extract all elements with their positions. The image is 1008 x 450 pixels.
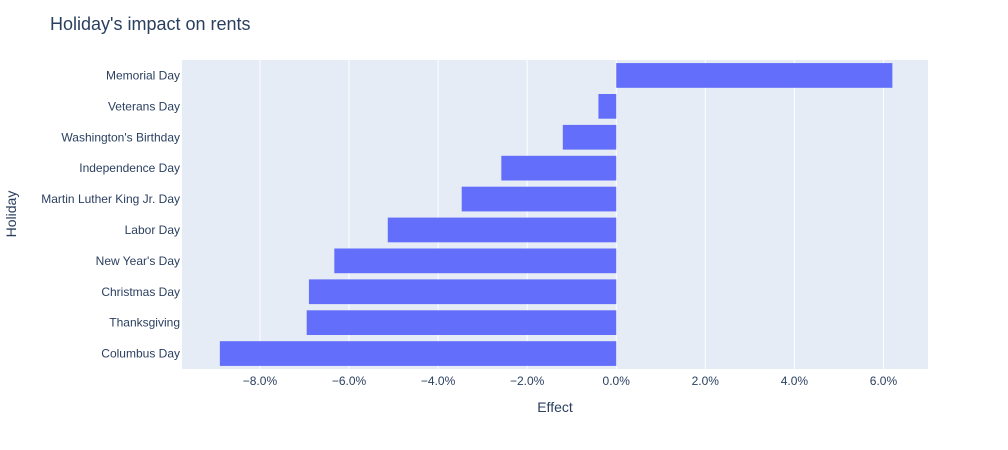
bar	[598, 93, 617, 119]
x-axis-title: Effect	[537, 399, 573, 415]
bar	[306, 310, 617, 336]
x-tick-label: 0.0%	[603, 374, 631, 388]
y-tick-label: Veterans Day	[108, 99, 180, 113]
y-tick-label: Labor Day	[125, 223, 180, 237]
y-tick-label: Washington's Birthday	[61, 130, 180, 144]
y-tick-label: Columbus Day	[101, 347, 180, 361]
x-tick-labels: −8.0% −6.0% −4.0% −2.0% 0.0% 2.0% 4.0% 6.0%	[243, 374, 898, 388]
y-tick-label: Martin Luther King Jr. Day	[41, 192, 180, 206]
y-axis-title: Holiday	[3, 191, 19, 238]
bar	[562, 124, 617, 150]
bar	[334, 248, 617, 274]
y-tick-label: Memorial Day	[106, 68, 180, 82]
x-tick-label: −6.0%	[332, 374, 367, 388]
x-tick-label: −4.0%	[421, 374, 456, 388]
y-tick-label: New Year's Day	[96, 254, 180, 268]
x-tick-label: 4.0%	[781, 374, 809, 388]
bar	[308, 279, 617, 305]
bar	[387, 217, 617, 243]
x-tick-label: 2.0%	[692, 374, 720, 388]
y-tick-label: Christmas Day	[101, 285, 180, 299]
x-tick-label: −2.0%	[510, 374, 545, 388]
x-tick-label: −8.0%	[243, 374, 278, 388]
bar	[501, 155, 617, 181]
y-tick-label: Thanksgiving	[109, 316, 180, 330]
bar	[461, 186, 617, 212]
x-tick-label: 6.0%	[870, 374, 898, 388]
grid-lines	[259, 60, 884, 369]
bars	[219, 63, 893, 366]
bar	[616, 63, 893, 88]
chart-title: Holiday's impact on rents	[50, 14, 251, 34]
y-tick-labels: Columbus Day Thanksgiving Christmas Day New…	[41, 68, 180, 360]
y-tick-label: Independence Day	[79, 161, 180, 175]
bar	[219, 341, 617, 366]
